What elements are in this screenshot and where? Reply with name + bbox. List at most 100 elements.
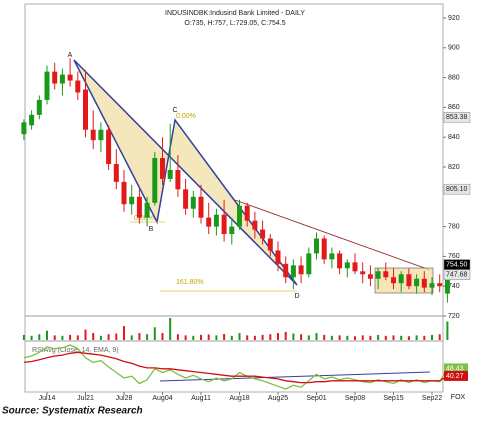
volume-bar: [153, 327, 156, 340]
candle-body: [98, 129, 104, 141]
x-tick-label: Jul14: [39, 395, 56, 402]
volume-bar: [69, 334, 72, 340]
volume-bar: [300, 334, 303, 340]
volume-bar: [161, 333, 164, 340]
y-tick-label: 880: [448, 74, 460, 81]
candle-body: [67, 74, 73, 81]
volume-bar: [315, 333, 318, 340]
candle-body: [306, 253, 312, 275]
candle-body: [167, 169, 173, 179]
volume-bar: [61, 335, 64, 340]
level-label: 161.80%: [176, 279, 204, 286]
pattern-leg: [156, 119, 176, 223]
volume-bar: [438, 334, 441, 340]
rsi-value-box: [444, 363, 468, 374]
candle-body: [198, 196, 204, 218]
rsi-trend-line: [159, 371, 431, 382]
volume-bar: [284, 331, 287, 340]
point-label: B: [149, 226, 154, 233]
volume-bar: [361, 335, 364, 340]
volume-bar: [215, 335, 218, 340]
rsi-avg-line: [23, 351, 448, 384]
candle-body: [229, 226, 235, 235]
candle-body: [129, 196, 135, 205]
level-label: 0.00%: [176, 113, 196, 120]
candle-body: [152, 158, 158, 203]
volume-bar: [230, 335, 233, 340]
y-tick-label: 860: [448, 104, 460, 111]
x-tick-label: Jul21: [77, 395, 94, 402]
candle-body: [421, 278, 427, 288]
volume-bar: [176, 334, 179, 340]
candle-body: [144, 202, 150, 218]
volume-bar: [46, 330, 48, 340]
candle-body: [391, 277, 396, 284]
volume-bar: [84, 329, 87, 340]
candle-body: [75, 80, 81, 93]
candle-body: [59, 74, 65, 84]
candle-body: [113, 164, 119, 182]
x-tick-label: Sep08: [345, 395, 365, 402]
volume-bar: [407, 336, 410, 340]
rsi-label: RSIAvg (Close, 14, EMA, 9): [32, 347, 119, 354]
abcd-pattern: [73, 59, 298, 286]
candle-body: [136, 196, 142, 218]
level-label: 0.00%: [134, 215, 154, 222]
candle-body: [183, 189, 189, 209]
candle-body: [237, 205, 242, 227]
point-label: D: [294, 293, 299, 300]
volume-bar: [338, 335, 341, 340]
x-tick-label: Sep22: [422, 395, 442, 402]
candle-body: [329, 253, 335, 260]
candle-body: [398, 274, 404, 284]
candle-body: [175, 169, 181, 190]
y-tick-label: 840: [448, 134, 460, 141]
candle-body: [83, 89, 88, 130]
candle-body: [121, 181, 127, 205]
price-marker: [443, 112, 471, 123]
volume-bar: [138, 333, 141, 340]
volume-bar: [123, 326, 125, 340]
candle-body: [244, 205, 250, 221]
volume-bar: [223, 333, 226, 340]
point-label: A: [68, 52, 73, 59]
candle-body: [383, 271, 389, 278]
y-tick-label: 740: [448, 283, 460, 290]
candle-body: [344, 262, 350, 269]
volume-bar: [253, 335, 256, 340]
chart-title: INDUSINDBK:Indusind Bank Limited - DAILY: [165, 10, 305, 17]
volume-bar: [192, 335, 195, 340]
volume-bar: [238, 333, 241, 340]
volume-bar: [115, 333, 118, 340]
candle-body: [160, 158, 165, 179]
point-label: C: [172, 107, 177, 114]
volume-bar: [76, 335, 79, 340]
volume-bar: [22, 334, 25, 340]
volume-bar: [369, 335, 372, 340]
candle-body: [290, 265, 296, 278]
candle-body: [267, 238, 273, 251]
x-tick-label: Sep15: [383, 395, 403, 402]
volume-bar: [307, 335, 310, 340]
candle-body: [44, 71, 50, 100]
rsi-panel: [24, 340, 444, 393]
x-tick-label: Aug04: [152, 395, 172, 402]
candle-body: [275, 250, 281, 264]
volume-bar: [431, 334, 433, 340]
volume-bar: [184, 335, 187, 340]
price-marker-label: 853.38: [446, 114, 468, 121]
candle-body: [36, 99, 42, 115]
candle-body: [206, 217, 212, 227]
y-tick-label: 720: [448, 313, 460, 320]
volume-bar: [38, 334, 41, 340]
x-tick-label: Aug11: [191, 395, 211, 402]
candle-body: [437, 283, 443, 287]
candle-body: [367, 274, 373, 279]
price-marker: [443, 183, 471, 195]
x-tick-label: Jul28: [116, 395, 133, 402]
candle-body: [29, 114, 35, 126]
candle-body: [52, 71, 58, 84]
candle-body: [360, 271, 366, 275]
volume-panel: [24, 315, 444, 342]
frames: [24, 3, 444, 393]
